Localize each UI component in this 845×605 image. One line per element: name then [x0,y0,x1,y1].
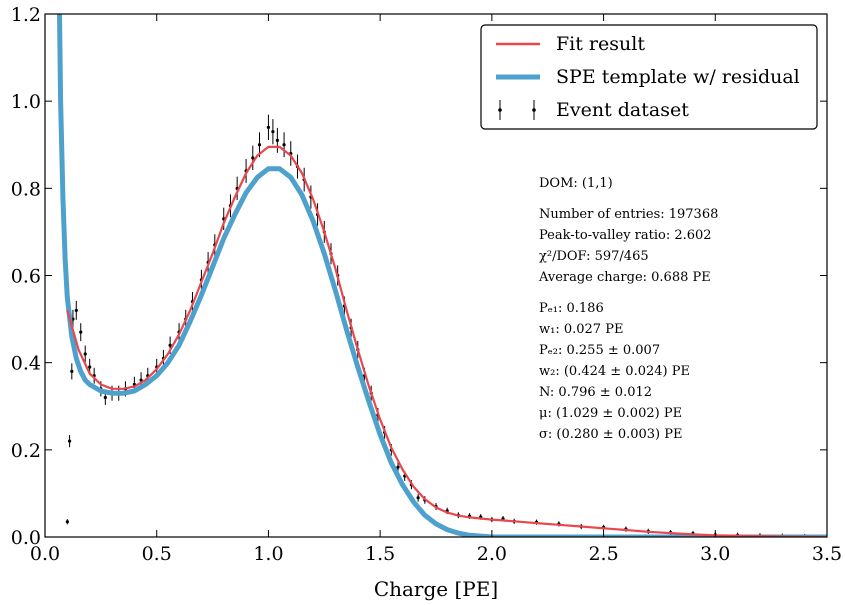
fit-parameters-annotation: DOM: (1,1) Number of entries: 197368 Peak-… [538,176,718,442]
data-point [88,365,92,369]
legend-swatch-data-point [532,108,536,112]
data-point [266,125,271,129]
legend-label-template: SPE template w/ residual [556,66,800,88]
data-point [65,520,69,524]
legend-swatch-data-point [498,108,502,112]
data-point [396,465,400,469]
data-point [275,138,279,142]
annotation-line: σ: (0.280 ± 0.003) PE [539,427,683,442]
annotation-line: N: 0.796 ± 0.012 [539,385,652,400]
x-axis-title: Charge [PE] [374,577,498,601]
y-tick-label: 0.0 [11,527,41,549]
data-point [79,330,83,334]
data-point [74,308,78,312]
y-tick-label: 0.4 [11,353,41,375]
annotation-line: w₁: 0.027 PE [539,322,623,337]
y-tick-label: 0.8 [11,178,41,200]
data-point [70,369,74,373]
legend-label-data: Event dataset [556,99,689,121]
x-tick-label: 1.0 [253,543,283,565]
y-tick-label: 1.2 [11,4,41,26]
annotation-line: Peak-to-valley ratio: 2.602 [539,228,712,243]
spe-template-line [57,14,827,537]
ticks-layer: 0.0 0.5 1.0 1.5 2.0 2.5 3.0 3.5 0.0 0.2 0.4 0.6 0.8 1… [11,4,842,565]
fit-result-line [66,145,827,537]
x-tick-label: 2.0 [477,543,507,565]
annotation-line: Pₑ₁: 0.186 [539,301,604,316]
event-dataset-series [65,114,807,537]
x-tick-label: 0.5 [142,543,172,565]
data-point [67,439,72,443]
annotation-line: DOM: (1,1) [539,176,613,191]
x-tick-label: 1.5 [365,543,395,565]
data-point [168,343,172,347]
annotation-line: Pₑ₂: 0.255 ± 0.007 [539,343,660,358]
x-tick-label: 3.0 [700,543,730,565]
data-point [282,143,286,147]
data-point [257,143,262,147]
annotation-line: w₂: (0.424 ± 0.024) PE [539,364,690,379]
annotation-line: Average charge: 0.688 PE [538,270,711,285]
x-tick-label: 0.0 [30,543,60,565]
annotation-line: μ: (1.029 ± 0.002) PE [539,406,682,421]
x-tick-label: 2.5 [588,543,618,565]
legend-label-fit: Fit result [556,33,645,55]
series-layer [57,14,827,537]
legend: Fit result SPE template w/ residual Event … [480,24,818,130]
annotation-line: Number of entries: 197368 [539,207,718,222]
legend-box [480,24,818,130]
x-tick-label: 3.5 [812,543,842,565]
data-point [271,130,275,134]
data-point [83,352,87,356]
data-point [139,378,143,382]
data-point [416,496,420,500]
annotation-line: χ²/DOF: 597/465 [539,249,649,264]
y-tick-label: 1.0 [11,91,41,113]
data-point [103,395,107,400]
y-tick-label: 0.2 [11,440,41,462]
y-tick-label: 0.6 [11,266,41,288]
data-point [251,156,255,160]
